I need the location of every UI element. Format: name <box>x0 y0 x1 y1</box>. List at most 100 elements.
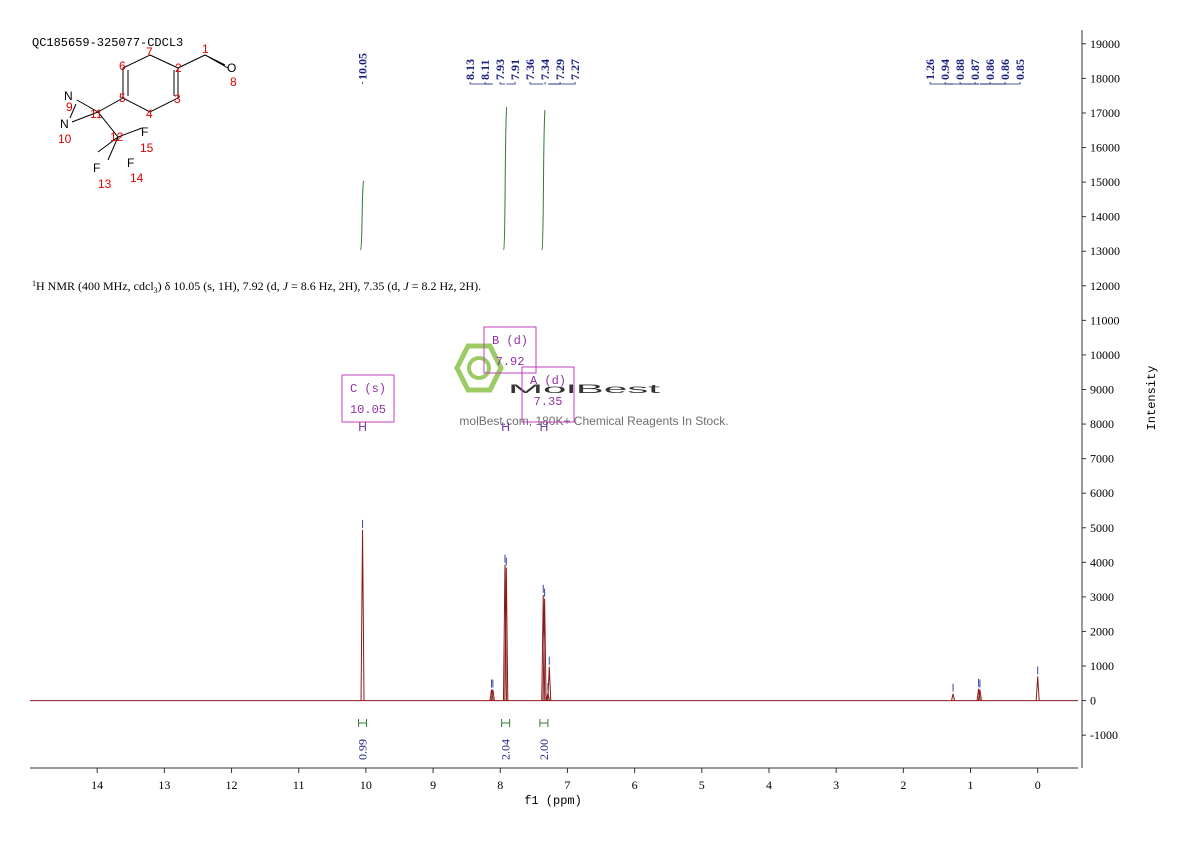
atom-number: 11 <box>90 107 103 121</box>
y-tick-label: 6000 <box>1090 486 1114 500</box>
x-tick-label: 0 <box>1035 778 1041 792</box>
x-tick-label: 12 <box>226 778 238 792</box>
peak-label: 0.85 <box>1013 59 1027 80</box>
text-part: 1 <box>32 279 36 288</box>
peak-connector <box>959 82 979 85</box>
peak-label: 7.34 <box>538 59 552 80</box>
peak-label: 1.26 <box>923 59 937 80</box>
peak-label: 0.94 <box>938 59 952 80</box>
y-tick-label: 13000 <box>1090 244 1120 258</box>
multiplet-marker: H <box>501 420 510 434</box>
multiplet-name: A (d) <box>530 374 566 388</box>
multiplet-name: C (s) <box>350 382 386 396</box>
y-tick-label: 5000 <box>1090 521 1114 535</box>
text-part: H NMR (400 MHz, cdcl <box>36 279 154 293</box>
peak-label: 0.87 <box>968 59 982 80</box>
y-axis-label: Intensity <box>1145 366 1159 431</box>
atom-number: 12 <box>110 130 124 144</box>
peak <box>541 594 546 701</box>
x-tick-label: 1 <box>968 778 974 792</box>
peak-connector <box>974 82 980 85</box>
x-tick-label: 3 <box>833 778 839 792</box>
multiplet-shift: 7.92 <box>496 355 525 369</box>
peak-label: 7.29 <box>553 59 567 80</box>
peak-label: 10.05 <box>356 53 370 80</box>
peak-connector <box>469 82 492 85</box>
atom-number: 13 <box>98 177 112 191</box>
x-tick-label: 5 <box>699 778 705 792</box>
watermark-tagline: molBest.com, 180K+ Chemical Reagents In … <box>459 414 728 428</box>
peak <box>360 529 365 701</box>
atom-symbol: F <box>93 161 100 175</box>
atom-symbol: F <box>141 125 148 139</box>
peak <box>542 598 547 701</box>
x-tick-label: 6 <box>632 778 638 792</box>
atom-number: 1 <box>202 42 209 56</box>
integral-label: 0.99 <box>356 739 370 760</box>
y-tick-label: 19000 <box>1090 37 1120 51</box>
peak <box>502 564 507 701</box>
y-tick-label: 1000 <box>1090 659 1114 673</box>
text-part: J <box>403 279 409 293</box>
peak-connector <box>980 82 1021 85</box>
x-tick-label: 11 <box>293 778 305 792</box>
peak-label: 0.86 <box>983 59 997 80</box>
y-tick-label: 17000 <box>1090 106 1120 120</box>
molecule-labels: 1 2 3 4 5 6 7 O 8 N 9 N 10 11 12 F 15 F … <box>58 42 237 191</box>
atom-number: 15 <box>140 141 154 155</box>
x-tick-label: 7 <box>564 778 570 792</box>
multiplet-marker: H <box>358 420 367 434</box>
x-tick-label: 4 <box>766 778 772 792</box>
x-tick-label: 13 <box>158 778 170 792</box>
peak-connector <box>499 82 505 85</box>
y-tick-label: 14000 <box>1090 210 1120 224</box>
x-tick-label: 9 <box>430 778 436 792</box>
multiplet-marker: H <box>540 420 549 434</box>
y-tick-label: 18000 <box>1090 71 1120 85</box>
peak <box>976 688 981 701</box>
peak-label: 8.13 <box>463 59 477 80</box>
molecule <box>69 54 229 161</box>
text-part: = 8.2 Hz, 2H). <box>409 279 481 293</box>
y-tick-label: 7000 <box>1090 452 1114 466</box>
integral-label: 2.00 <box>537 739 551 760</box>
multiplet-name: B (d) <box>492 334 528 348</box>
multiplet-box <box>483 326 537 374</box>
multiplet-shift: 7.35 <box>534 395 563 409</box>
peak-label: 0.88 <box>953 59 967 80</box>
peak <box>504 567 509 701</box>
y-tick-label: 4000 <box>1090 555 1114 569</box>
atom-symbol: O <box>227 61 236 75</box>
text-part: J <box>283 279 289 293</box>
watermark-logo <box>454 343 504 393</box>
integral-curve <box>541 109 546 251</box>
chart-title: QC185659-325077-CDCL3 <box>32 36 183 50</box>
atom-number: 7 <box>146 45 153 59</box>
peak-connector <box>549 82 576 85</box>
peak-label: 8.11 <box>478 60 492 80</box>
text-part: = 8.6 Hz, 2H), 7.35 (d, <box>288 279 403 293</box>
atom-symbol: N <box>64 89 73 103</box>
peak-label: 7.27 <box>568 59 582 80</box>
peak <box>547 666 552 701</box>
y-tick-label: 2000 <box>1090 624 1114 638</box>
atom-number: 8 <box>230 75 237 89</box>
peak-connector <box>506 82 516 85</box>
atom-number: 4 <box>146 107 153 121</box>
y-tick-label: 16000 <box>1090 141 1120 155</box>
molecule-bonds <box>69 54 229 161</box>
peak-label: 7.93 <box>493 59 507 80</box>
watermark: MolBest molBest.com, 180K+ Chemical Reag… <box>454 343 729 428</box>
atom-symbol: F <box>127 156 134 170</box>
x-axis-label: f1 (ppm) <box>524 794 582 808</box>
peak <box>1035 676 1040 701</box>
x-tick-label: 2 <box>900 778 906 792</box>
peak <box>489 689 494 701</box>
text-part: 3 <box>154 286 158 295</box>
multiplet-box <box>521 366 575 423</box>
y-tick-label: 15000 <box>1090 175 1120 189</box>
y-tick-label: 9000 <box>1090 382 1114 396</box>
peak <box>490 689 495 701</box>
x-tick-label: 14 <box>91 778 103 792</box>
